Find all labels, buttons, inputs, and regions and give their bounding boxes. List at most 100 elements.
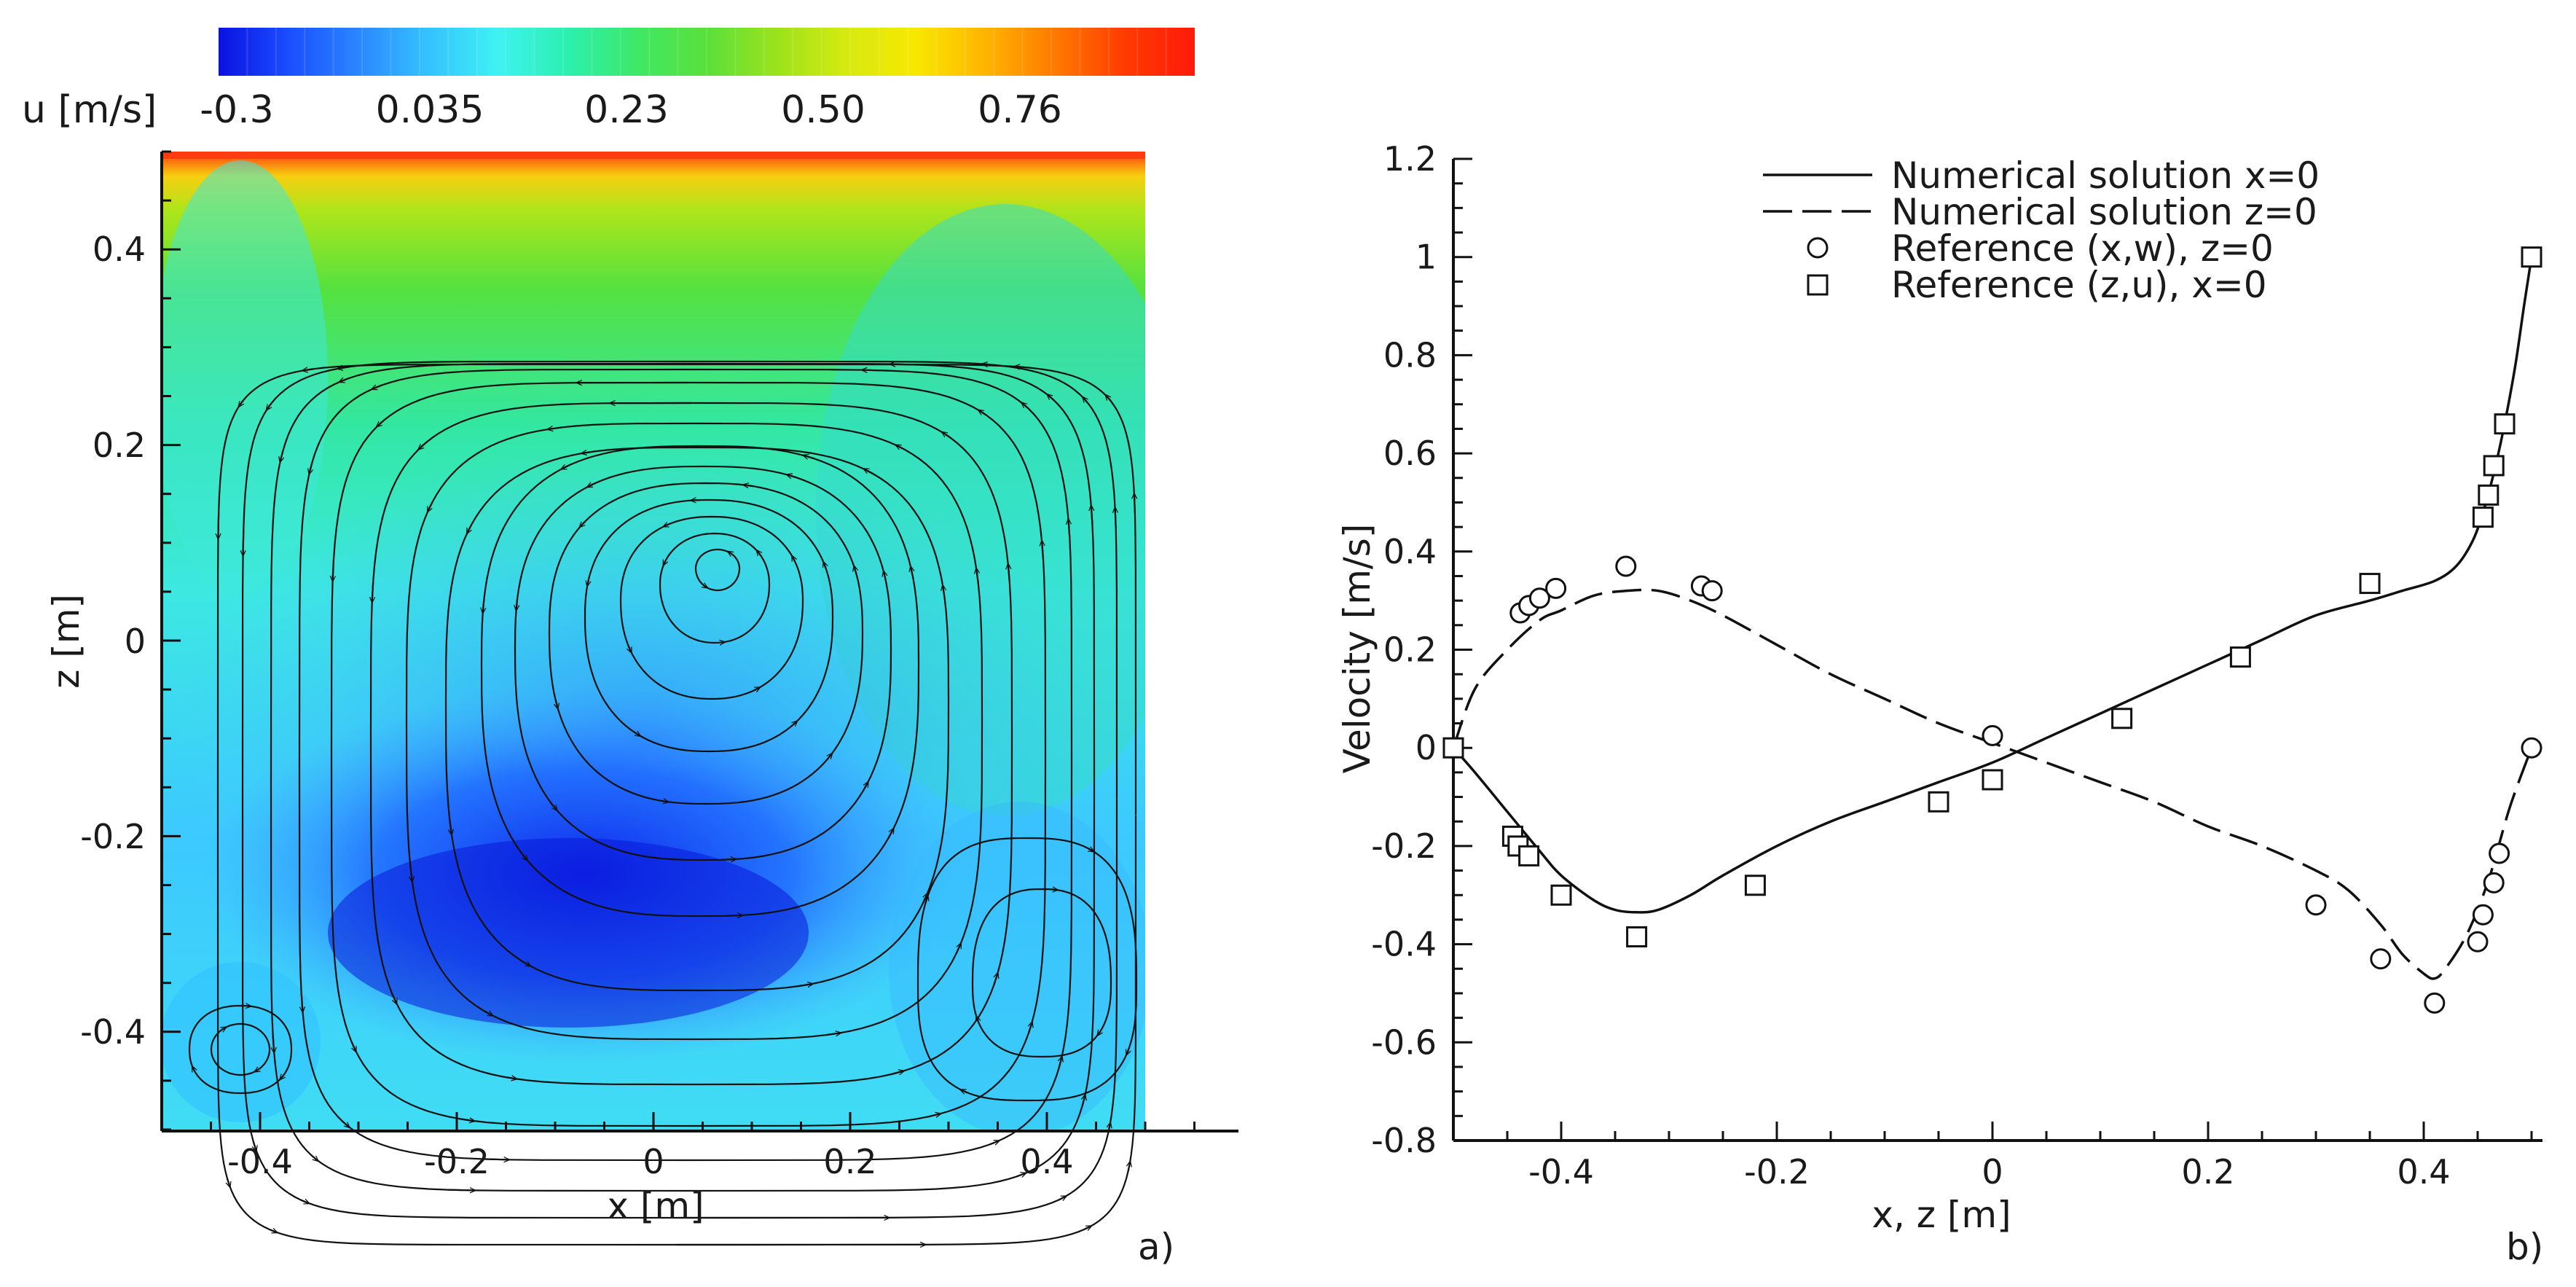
- y-tick-label: -0.2: [80, 817, 146, 856]
- ref-circle-point: [2370, 948, 2392, 970]
- streamline-arrow: [634, 732, 639, 735]
- streamline-arrow: [1058, 1197, 1064, 1200]
- streamline-arrow: [825, 755, 831, 761]
- streamline-arrow: [825, 1033, 839, 1036]
- streamline-arrow: [502, 1076, 515, 1079]
- streamline-arrow: [240, 399, 243, 405]
- streamline-arrow: [520, 851, 526, 858]
- streamline: [584, 498, 834, 753]
- colorbar: [219, 28, 1195, 76]
- streamline-arrow: [911, 568, 914, 579]
- panel-a-label: a): [1138, 1226, 1174, 1268]
- colorbar-tick-labels: -0.3 0.035 0.23 0.50 0.76: [200, 88, 1062, 132]
- streamline-arrow: [745, 485, 753, 487]
- ref-circle-point: [2472, 904, 2494, 926]
- x-tick-label: -0.4: [227, 1142, 293, 1181]
- streamline: [480, 445, 920, 918]
- streamline-arrow: [864, 370, 889, 371]
- x-tick-label: 0: [643, 1142, 664, 1181]
- ref-square-point: [1550, 884, 1572, 906]
- x-tick-label: -0.4: [1528, 1152, 1594, 1192]
- y-tick-label: -0.4: [1371, 925, 1437, 964]
- streamline-arrow: [193, 1068, 194, 1070]
- streamline-arrow: [1099, 1031, 1100, 1033]
- streamline-arrow: [588, 578, 589, 584]
- y-tick-label: 0: [1415, 728, 1437, 767]
- streamline-arrow: [267, 402, 272, 408]
- streamline-arrow: [374, 386, 382, 388]
- ref-circle-point: [2305, 894, 2327, 916]
- streamline: [369, 402, 1013, 1086]
- y-tick-label: 0.8: [1383, 335, 1437, 375]
- streamline-arrow: [563, 463, 571, 469]
- streamline-arrow: [428, 501, 433, 510]
- streamline-arrow: [725, 915, 740, 916]
- streamline-arrow: [1088, 848, 1092, 850]
- ref-circle-point: [2489, 842, 2510, 864]
- panel-a: u [m/s] -0.3 0.035 0.23 0.50 0.76: [22, 28, 1238, 1268]
- panel-b-x-axis-label: x, z [m]: [1872, 1194, 2011, 1236]
- streamline-arrow: [589, 483, 597, 486]
- streamline: [971, 888, 1112, 1058]
- streamline-arrow: [350, 1041, 356, 1050]
- panel-a-y-axis-label: z [m]: [45, 594, 87, 689]
- streamline-arrow: [281, 1076, 283, 1078]
- streamline-arrow: [824, 564, 825, 569]
- ref-circle-point: [2424, 992, 2446, 1014]
- streamline-arrow: [1069, 521, 1070, 539]
- panel-b: -0.4 -0.2 0 0.2 0.4 1.210.80.60.40.20-0.2-0.…: [1336, 139, 2543, 1268]
- ref-square-point: [2478, 484, 2500, 506]
- y-tick-label: -0.8: [1371, 1121, 1437, 1160]
- streamline-arrow: [256, 1070, 258, 1071]
- streamline-arrow: [704, 586, 705, 587]
- panel-b-y-axis-label: Velocity [m/s]: [1336, 524, 1378, 774]
- x-tick-label: 0.4: [1020, 1142, 1073, 1181]
- streamline-arrow: [1134, 496, 1135, 514]
- streamline-arrow: [891, 1071, 902, 1074]
- streamline-arrow: [793, 558, 795, 561]
- ref-square-point: [2472, 506, 2494, 528]
- panel-b-label: b): [2506, 1226, 2543, 1268]
- ref-square-point: [1518, 845, 1540, 867]
- ref-circle-point: [1528, 587, 1550, 609]
- streamline-arrow: [955, 945, 960, 955]
- streamline-arrow: [977, 571, 978, 584]
- streamline-arrow: [280, 450, 283, 460]
- ref-square-point: [1744, 875, 1766, 896]
- streamline-arrow: [243, 528, 244, 554]
- streamline-arrow: [449, 819, 451, 832]
- streamline-arrow: [482, 1009, 491, 1015]
- panel-b-axes: [1452, 159, 2542, 1142]
- colorbar-tick-label: 0.76: [978, 88, 1062, 132]
- streamline-arrow: [805, 456, 814, 459]
- streamline-arrow: [789, 475, 797, 477]
- streamline-arrow: [269, 1229, 275, 1232]
- streamline-arrow: [483, 599, 484, 611]
- x-tick-label: -0.2: [1744, 1152, 1810, 1192]
- streamline: [188, 1004, 293, 1095]
- streamline-arrow: [1049, 396, 1055, 401]
- colorbar-tick-label: 0.23: [584, 88, 669, 132]
- streamline-arrow: [962, 1090, 967, 1092]
- streamline-arrow: [1127, 1048, 1128, 1053]
- streamline-arrow: [556, 699, 558, 707]
- streamline-arrow: [550, 427, 563, 429]
- streamline-arrow: [521, 960, 529, 965]
- streamline-arrow: [460, 1119, 472, 1121]
- colorbar-tick-label: -0.3: [200, 88, 273, 132]
- streamline-arrow: [550, 802, 555, 809]
- streamline-arrow: [1084, 399, 1089, 404]
- ref-square-point: [2359, 573, 2381, 595]
- ref-square-point: [2521, 246, 2542, 268]
- streamline-arrow: [339, 367, 350, 368]
- streamline-arrow: [224, 1028, 225, 1029]
- streamline-arrow: [333, 559, 334, 579]
- streamline-arrow: [300, 1200, 307, 1203]
- ref-circle-point: [2521, 737, 2542, 759]
- y-tick-label: -0.6: [1371, 1022, 1437, 1062]
- streamline-arrow: [1059, 1059, 1061, 1068]
- streamline-arrow: [341, 378, 349, 381]
- streamline: [241, 360, 1118, 1219]
- streamline-arrow: [898, 446, 906, 451]
- streamline-arrow: [993, 975, 997, 985]
